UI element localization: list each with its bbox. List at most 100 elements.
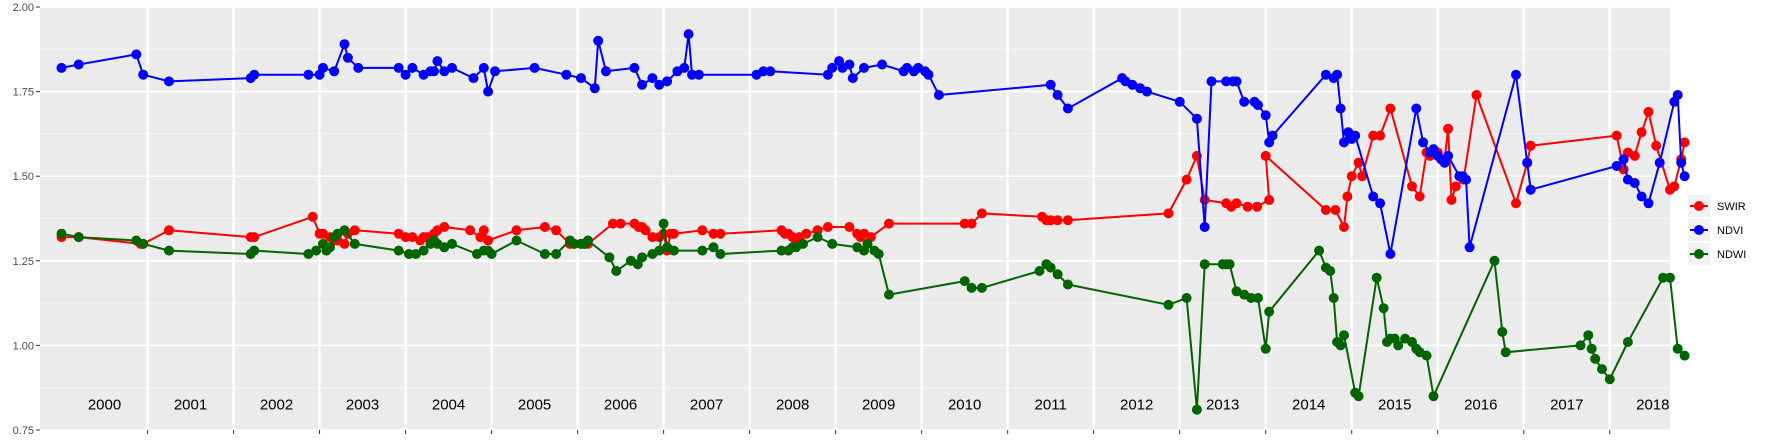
data-point-ndwi bbox=[1428, 391, 1439, 402]
data-point-swir bbox=[1611, 130, 1622, 141]
legend-key-point bbox=[1694, 249, 1704, 259]
data-point-ndvi bbox=[1339, 137, 1349, 148]
data-point-ndwi bbox=[1260, 343, 1271, 354]
data-point-ndwi bbox=[1163, 299, 1174, 310]
data-point-ndvi bbox=[758, 66, 769, 77]
data-point-ndvi bbox=[56, 62, 67, 73]
data-point-ndvi bbox=[1629, 178, 1640, 188]
data-point-ndwi bbox=[1181, 293, 1192, 303]
data-point-ndwi bbox=[668, 245, 679, 256]
data-point-ndwi bbox=[873, 249, 884, 259]
data-point-ndwi bbox=[976, 282, 987, 293]
data-point-swir bbox=[959, 218, 970, 229]
data-point-ndvi bbox=[1231, 76, 1242, 87]
data-point-ndvi bbox=[318, 62, 328, 73]
data-point-ndvi bbox=[1045, 79, 1056, 90]
data-point-ndwi bbox=[1052, 269, 1063, 280]
data-point-ndvi bbox=[429, 66, 439, 77]
data-point-ndvi bbox=[400, 69, 411, 80]
data-point-ndvi bbox=[1062, 103, 1073, 114]
year-label-2009: 2009 bbox=[862, 397, 895, 414]
year-label-2016: 2016 bbox=[1464, 397, 1497, 414]
data-point-ndvi bbox=[662, 76, 673, 87]
data-point-swir bbox=[478, 225, 489, 236]
x-axis bbox=[147, 430, 1611, 434]
data-point-ndvi bbox=[529, 62, 540, 73]
data-point-ndvi bbox=[1385, 249, 1396, 259]
legend-key-point bbox=[1694, 225, 1704, 235]
data-point-ndwi bbox=[349, 238, 360, 249]
data-point-swir bbox=[439, 222, 450, 232]
data-point-swir bbox=[647, 232, 658, 243]
data-point-swir bbox=[822, 222, 833, 232]
data-point-ndwi bbox=[1658, 272, 1669, 283]
data-point-swir bbox=[801, 228, 812, 239]
data-point-ndvi bbox=[693, 69, 704, 80]
data-point-ndwi bbox=[1062, 279, 1073, 290]
data-point-ndvi bbox=[1350, 130, 1361, 141]
data-point-ndvi bbox=[847, 73, 858, 84]
year-label-2001: 2001 bbox=[174, 397, 207, 414]
year-label-2000: 2000 bbox=[88, 397, 121, 414]
series-layer bbox=[56, 29, 1690, 415]
data-point-ndvi bbox=[131, 49, 142, 60]
data-point-swir bbox=[708, 228, 719, 239]
data-point-ndwi bbox=[1597, 364, 1607, 375]
data-point-ndvi bbox=[1672, 90, 1683, 100]
data-point-swir bbox=[1181, 174, 1192, 185]
data-point-ndwi bbox=[164, 245, 174, 256]
data-point-ndwi bbox=[1325, 266, 1336, 276]
year-label-2012: 2012 bbox=[1120, 397, 1153, 414]
data-point-swir bbox=[1045, 215, 1056, 226]
data-point-ndwi bbox=[339, 225, 350, 236]
data-point-swir bbox=[1651, 140, 1662, 151]
data-point-swir bbox=[1252, 201, 1263, 212]
data-point-ndvi bbox=[683, 29, 694, 40]
data-point-ndvi bbox=[1611, 161, 1622, 171]
y-tick-label: 0.75 bbox=[13, 425, 34, 437]
data-point-ndvi bbox=[1411, 103, 1422, 114]
data-point-ndvi bbox=[353, 62, 364, 73]
data-point-swir bbox=[1353, 157, 1364, 168]
data-point-ndvi bbox=[687, 69, 697, 80]
data-point-ndwi bbox=[1590, 353, 1601, 364]
data-point-swir bbox=[164, 225, 174, 236]
data-point-ndwi bbox=[604, 252, 615, 263]
series-ndwi bbox=[56, 218, 1690, 415]
data-point-swir bbox=[1446, 194, 1457, 205]
data-point-swir bbox=[1231, 198, 1242, 209]
data-point-ndwi bbox=[1253, 293, 1263, 303]
legend-label: NDVI bbox=[1717, 225, 1743, 237]
data-point-swir bbox=[339, 238, 350, 249]
series-ndvi bbox=[56, 29, 1690, 259]
data-point-ndvi bbox=[164, 76, 174, 87]
data-point-ndvi bbox=[1174, 96, 1185, 107]
data-point-ndwi bbox=[1672, 343, 1683, 354]
data-point-ndvi bbox=[1464, 242, 1475, 253]
data-point-swir bbox=[1450, 181, 1461, 192]
data-point-ndwi bbox=[1231, 286, 1242, 297]
year-label-2015: 2015 bbox=[1378, 397, 1411, 414]
data-point-swir bbox=[349, 225, 360, 236]
data-point-swir bbox=[539, 222, 550, 232]
data-point-swir bbox=[884, 218, 894, 229]
data-point-swir bbox=[249, 232, 260, 243]
data-point-swir bbox=[307, 211, 318, 222]
data-point-swir bbox=[668, 228, 679, 239]
year-label-2011: 2011 bbox=[1035, 397, 1067, 414]
data-point-ndwi bbox=[582, 235, 593, 246]
data-point-swir bbox=[966, 218, 977, 229]
data-point-ndwi bbox=[511, 235, 522, 246]
data-point-ndvi bbox=[339, 39, 350, 50]
data-point-ndvi bbox=[844, 59, 855, 70]
data-point-ndvi bbox=[923, 69, 934, 80]
data-point-ndvi bbox=[654, 79, 665, 90]
data-point-ndvi bbox=[1191, 113, 1202, 124]
data-point-ndwi bbox=[1246, 293, 1257, 303]
data-point-ndwi bbox=[1328, 293, 1339, 303]
data-point-swir bbox=[715, 228, 726, 239]
data-point-swir bbox=[1511, 198, 1521, 209]
data-point-ndwi bbox=[1371, 272, 1382, 283]
data-point-swir bbox=[1636, 127, 1647, 138]
data-point-ndvi bbox=[561, 69, 572, 80]
